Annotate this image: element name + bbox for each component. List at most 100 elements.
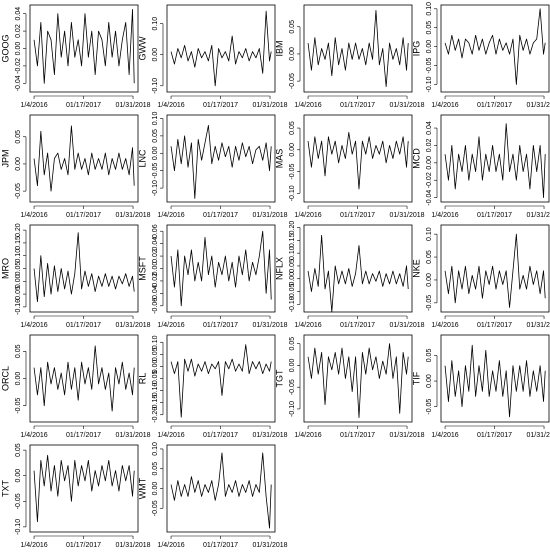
x-tick-label: 1/4/2016 <box>431 322 458 329</box>
y-axis-label: LNC <box>137 149 147 168</box>
y-axis-label: IBM <box>274 40 284 56</box>
y-tick-label: -0.05 <box>152 500 159 516</box>
y-tick-label: 0.10 <box>289 246 296 260</box>
y-tick-label: 0.02 <box>15 24 22 38</box>
series-line <box>444 344 546 418</box>
y-tick-label: 0.00 <box>15 42 22 56</box>
x-tick-label: 1/4/2016 <box>294 322 321 329</box>
x-tick-label: 01/17/2017 <box>477 432 512 439</box>
x-tick-label: 01/31/2018 <box>253 432 288 439</box>
x-tick-label: 1/4/2016 <box>431 102 458 109</box>
x-tick-label: 01/31/2018 <box>116 322 151 329</box>
plot-frame <box>29 334 139 423</box>
y-axis-label: RL <box>137 373 147 385</box>
y-tick-label: -0.06 <box>152 298 159 314</box>
x-tick-label: 1/4/2016 <box>157 322 184 329</box>
y-tick-label: 0.02 <box>152 249 159 263</box>
y-tick-label: 0.05 <box>15 130 22 144</box>
y-tick-label: 0.05 <box>426 21 433 35</box>
y-tick-label: 0.00 <box>15 157 22 171</box>
x-tick-label: 01/17/2017 <box>66 322 101 329</box>
y-tick-label: 0.00 <box>15 469 22 483</box>
y-tick-label: 0.05 <box>289 259 296 273</box>
y-tick-label: 0.05 <box>426 250 433 264</box>
plot-frame <box>303 334 413 423</box>
y-tick-label: -0.20 <box>152 407 159 423</box>
y-axis-label: MCD <box>411 148 421 169</box>
x-tick-label: 01/17/2017 <box>66 432 101 439</box>
y-axis-label: MAS <box>274 149 284 169</box>
y-axis-label: MRO <box>0 258 10 279</box>
y-tick-label: -0.05 <box>152 163 159 179</box>
y-tick-label: -0.10 <box>289 185 296 201</box>
y-tick-label: -0.05 <box>289 73 296 89</box>
x-tick-label: 01/31/2018 <box>390 322 425 329</box>
series-line <box>33 345 135 412</box>
y-axis-label: NKE <box>411 259 421 278</box>
x-tick-label: 01/17/2017 <box>203 212 238 219</box>
y-tick-label: -0.10 <box>152 180 159 196</box>
y-tick-label: 0.10 <box>15 249 22 263</box>
x-tick-label: 01/31/2018 <box>390 212 425 219</box>
plot-frame <box>166 114 276 203</box>
y-tick-label: 0.00 <box>152 482 159 496</box>
y-axis-label: JPM <box>0 150 10 168</box>
y-tick-label: 0.10 <box>152 17 159 31</box>
plot-frame <box>29 224 139 313</box>
y-tick-label: -0.15 <box>152 395 159 411</box>
y-tick-label: 0.10 <box>426 2 433 16</box>
y-tick-label: -0.10 <box>426 76 433 92</box>
y-tick-label: 0.00 <box>289 359 296 373</box>
y-tick-label: 0.05 <box>289 121 296 135</box>
x-tick-label: 01/17/2017 <box>340 322 375 329</box>
y-tick-label: 0.00 <box>15 274 22 288</box>
y-tick-label: -0.02 <box>152 273 159 289</box>
x-tick-label: 01/17/2017 <box>477 102 512 109</box>
y-tick-label: 0.00 <box>152 48 159 62</box>
y-axis-label: IPG <box>411 41 421 57</box>
x-tick-label: 01/17/2017 <box>340 212 375 219</box>
y-tick-label: 0.04 <box>152 237 159 251</box>
series-line <box>33 125 135 192</box>
y-tick-label: 0.05 <box>15 262 22 276</box>
x-tick-label: 01/31/2018 <box>527 432 550 439</box>
x-tick-label: 1/4/2016 <box>20 212 47 219</box>
x-tick-label: 01/17/2017 <box>340 102 375 109</box>
plot-frame <box>166 4 276 93</box>
x-tick-label: 01/31/2018 <box>253 212 288 219</box>
y-tick-label: -0.02 <box>15 58 22 74</box>
x-tick-label: 01/31/2018 <box>116 102 151 109</box>
y-tick-label: 0.05 <box>289 20 296 34</box>
plot-frame <box>303 224 413 313</box>
plot-frame <box>303 114 413 203</box>
x-tick-label: 01/31/2018 <box>116 542 151 549</box>
series-line <box>170 10 272 87</box>
series-line <box>444 123 546 199</box>
y-tick-label: -0.10 <box>15 519 22 535</box>
x-tick-label: 01/17/2017 <box>203 542 238 549</box>
y-tick-label: -0.05 <box>289 283 296 299</box>
y-axis-label: TXT <box>0 479 10 497</box>
plot-frame <box>166 444 276 533</box>
series-line <box>444 233 546 308</box>
plot-frame <box>166 224 276 313</box>
x-tick-label: 1/4/2016 <box>294 212 321 219</box>
y-tick-label: 0.20 <box>15 223 22 237</box>
y-tick-label: 0.00 <box>152 262 159 276</box>
y-tick-label: 0.00 <box>426 156 433 170</box>
x-tick-label: 1/4/2016 <box>20 102 47 109</box>
x-tick-label: 01/17/2017 <box>477 322 512 329</box>
x-tick-label: 01/31/2018 <box>527 322 550 329</box>
y-tick-label: -0.05 <box>426 295 433 311</box>
x-tick-label: 01/17/2017 <box>203 432 238 439</box>
y-tick-label: -0.05 <box>289 379 296 395</box>
y-tick-label: 0.00 <box>426 374 433 388</box>
plot-frame <box>29 114 139 203</box>
y-tick-label: -0.10 <box>152 78 159 94</box>
y-tick-label: 0.15 <box>15 236 22 250</box>
plot-frame <box>440 224 550 313</box>
series-line <box>170 452 272 529</box>
plot-frame <box>440 334 550 423</box>
